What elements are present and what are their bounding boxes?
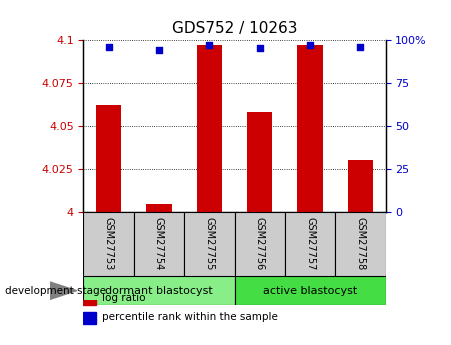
Text: active blastocyst: active blastocyst bbox=[263, 286, 357, 296]
Bar bbox=[83, 312, 96, 324]
Text: development stage: development stage bbox=[5, 286, 106, 296]
Bar bbox=[298, 45, 322, 212]
Point bbox=[206, 42, 213, 48]
Bar bbox=[147, 204, 171, 212]
Text: GSM27754: GSM27754 bbox=[154, 217, 164, 270]
Bar bbox=[335, 212, 386, 276]
Bar bbox=[285, 212, 335, 276]
Text: dormant blastocyst: dormant blastocyst bbox=[105, 286, 213, 296]
Point bbox=[357, 44, 364, 49]
Bar bbox=[96, 105, 121, 212]
Bar bbox=[235, 212, 285, 276]
Bar bbox=[348, 160, 373, 212]
Text: GSM27757: GSM27757 bbox=[305, 217, 315, 271]
Point bbox=[105, 44, 112, 49]
Bar bbox=[197, 45, 222, 212]
Text: GSM27756: GSM27756 bbox=[255, 217, 265, 270]
Point bbox=[307, 42, 314, 48]
Bar bbox=[83, 293, 96, 305]
Text: GSM27753: GSM27753 bbox=[104, 217, 114, 270]
Text: GSM27758: GSM27758 bbox=[355, 217, 365, 270]
Bar bbox=[184, 212, 235, 276]
Bar bbox=[235, 276, 386, 305]
Title: GDS752 / 10263: GDS752 / 10263 bbox=[172, 21, 297, 36]
Bar bbox=[83, 276, 235, 305]
Bar bbox=[83, 212, 134, 276]
Bar bbox=[247, 112, 272, 212]
Point bbox=[256, 46, 263, 51]
Text: GSM27755: GSM27755 bbox=[204, 217, 214, 271]
Polygon shape bbox=[50, 282, 77, 299]
Text: percentile rank within the sample: percentile rank within the sample bbox=[101, 313, 277, 322]
Text: log ratio: log ratio bbox=[101, 294, 145, 303]
Bar bbox=[134, 212, 184, 276]
Point bbox=[155, 47, 163, 53]
